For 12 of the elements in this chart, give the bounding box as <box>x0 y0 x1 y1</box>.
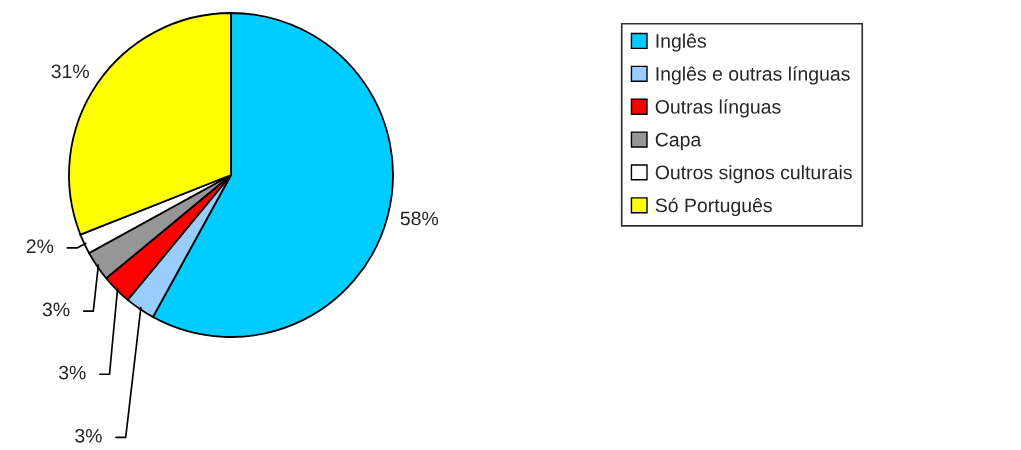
data-label: 3% <box>42 302 70 317</box>
legend-label: Inglês e outras línguas <box>656 66 850 85</box>
legend-label: Outros signos culturais <box>655 165 852 184</box>
legend-label: Capa <box>655 132 702 151</box>
legend-label: Inglês <box>656 33 706 52</box>
legend-label: Outras línguas <box>655 99 781 118</box>
data-label: 3% <box>58 365 86 380</box>
data-label: 58% <box>400 211 439 226</box>
data-label: 2% <box>26 239 54 254</box>
legend-label: Só Português <box>655 197 772 217</box>
data-label: 3% <box>75 428 102 443</box>
data-label: 31% <box>51 64 89 79</box>
